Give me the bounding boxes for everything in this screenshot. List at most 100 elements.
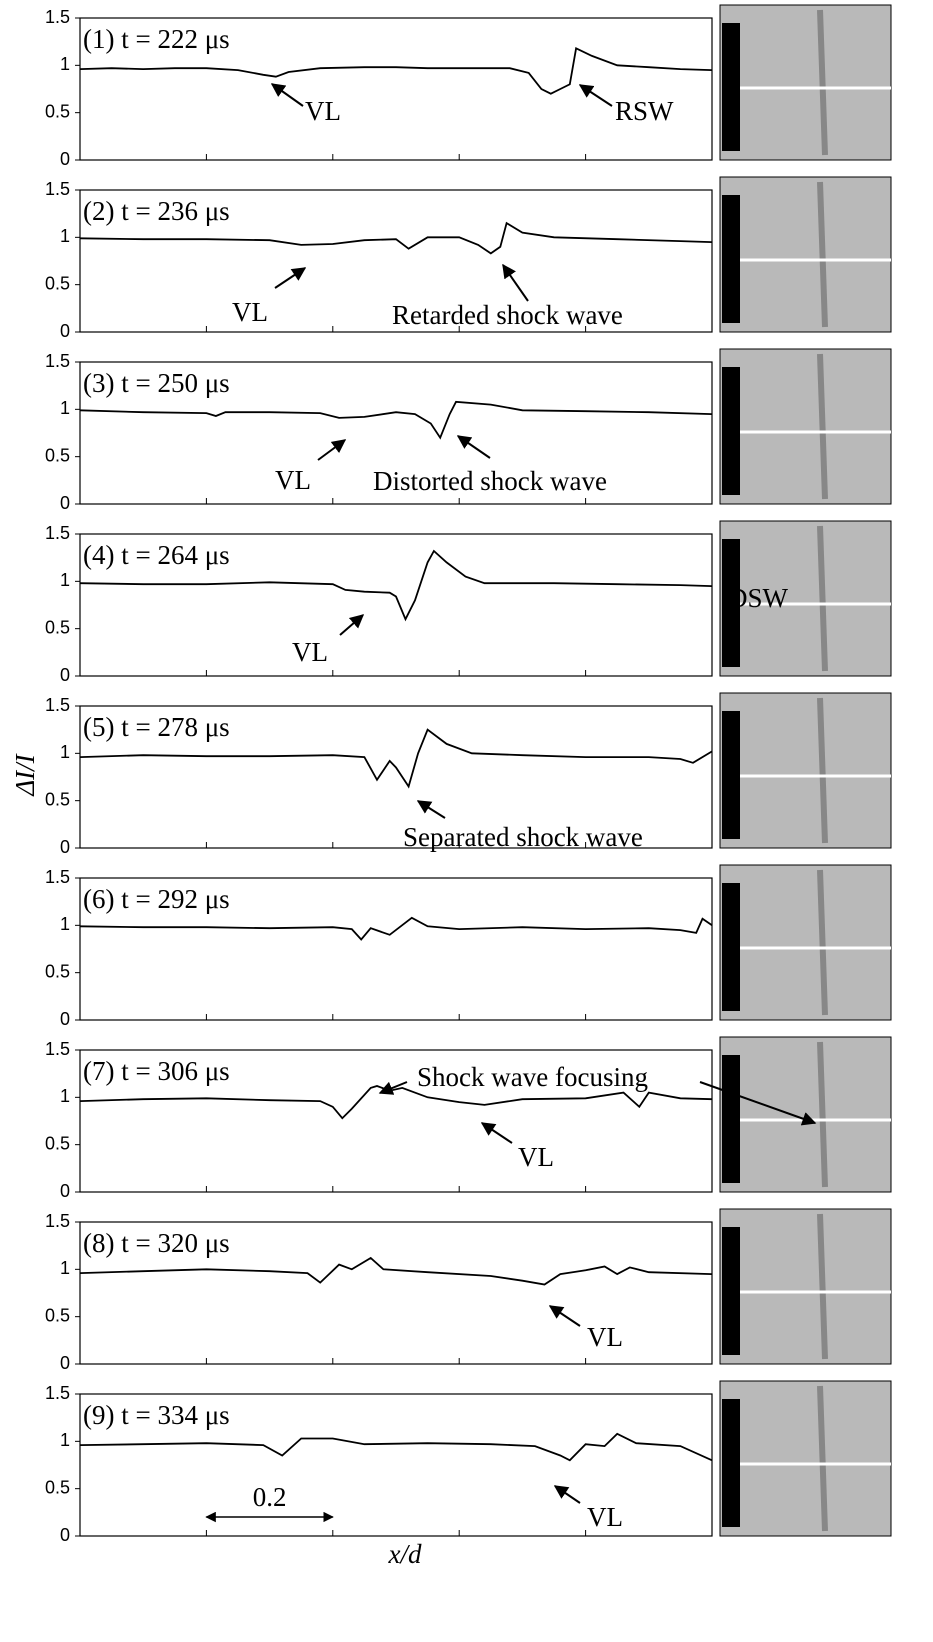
y-tick-label: 0 <box>60 837 70 857</box>
y-tick-label: 0.5 <box>45 445 70 465</box>
image-streak <box>817 869 828 1016</box>
panel: 0 0.5 1 1.5 (2) t = 236 μs VL Retarded shock w… <box>45 176 892 341</box>
panel-title: (6) t = 292 μs <box>83 884 230 914</box>
panel-title: (7) t = 306 μs <box>83 1056 230 1086</box>
data-line <box>79 46 713 95</box>
panel: 0 0.5 1 1.5 (5) t = 278 μs Separated shock wa… <box>45 692 892 857</box>
annotation: VL <box>305 96 341 126</box>
annotation: VL <box>587 1322 623 1352</box>
y-tick-label: 1 <box>60 742 70 762</box>
data-line <box>79 1256 713 1286</box>
schlieren-image <box>719 1380 892 1537</box>
image-streak <box>817 697 828 844</box>
panel-title: (3) t = 250 μs <box>83 368 230 398</box>
y-tick-label: 0.5 <box>45 1477 70 1497</box>
y-tick-label: 0 <box>60 1353 70 1373</box>
image-bar <box>722 23 740 151</box>
schlieren-image <box>719 520 892 677</box>
panel-title: (2) t = 236 μs <box>83 196 230 226</box>
y-tick-label: 1 <box>60 570 70 590</box>
y-tick-label: 0 <box>60 321 70 341</box>
annotation: Retarded shock wave <box>392 300 623 330</box>
image-bar <box>722 539 740 667</box>
schlieren-image <box>719 1208 892 1365</box>
y-tick-label: 0 <box>60 1181 70 1201</box>
y-tick-label: 0.5 <box>45 1305 70 1325</box>
image-bar <box>722 1055 740 1183</box>
annotation-arrow <box>274 267 307 289</box>
data-line <box>79 549 713 622</box>
annotation: VL <box>518 1142 554 1172</box>
y-tick-label: 0.5 <box>45 101 70 121</box>
y-axis-label: ΔI/I <box>10 752 40 796</box>
annotation-arrow <box>317 439 347 461</box>
y-tick-label: 0 <box>60 149 70 169</box>
annotation-arrow <box>502 263 529 302</box>
y-tick-label: 0.5 <box>45 617 70 637</box>
panel: 0 0.5 1 1.5 (3) t = 250 μs VL Distorted shock … <box>45 348 892 513</box>
data-line <box>79 916 713 941</box>
image-bar <box>722 1227 740 1355</box>
plot-frame <box>79 877 713 1021</box>
annotation: VL <box>232 297 268 327</box>
image-bar <box>722 195 740 323</box>
y-tick-label: 1 <box>60 1258 70 1278</box>
schlieren-image <box>719 348 892 505</box>
x-axis-label: x/d <box>388 1539 422 1569</box>
data-line <box>79 1432 713 1462</box>
schlieren-image <box>719 4 892 161</box>
y-tick-label: 0.5 <box>45 961 70 981</box>
y-tick-label: 0 <box>60 665 70 685</box>
image-bar <box>722 367 740 495</box>
panel-title: (1) t = 222 μs <box>83 24 230 54</box>
image-streak <box>817 1213 828 1360</box>
y-tick-label: 1 <box>60 54 70 74</box>
y-tick-label: 1.5 <box>45 523 70 543</box>
annotation: DSW <box>728 583 789 613</box>
annotation-arrow <box>339 614 365 636</box>
y-tick-label: 1.5 <box>45 867 70 887</box>
annotation-arrow <box>699 1081 817 1126</box>
annotation-arrow <box>553 1485 581 1504</box>
plot-frame <box>79 533 713 677</box>
panel: 0 0.5 1 1.5 (1) t = 222 μs VL RSW <box>45 4 892 169</box>
data-line <box>79 728 713 789</box>
y-tick-label: 1 <box>60 226 70 246</box>
panel: 0 0.5 1 1.5 (9) t = 334 μs VL 0.2 <box>45 1380 892 1545</box>
image-bar <box>722 883 740 1011</box>
panel: 0 0.5 1 1.5 (6) t = 292 μs <box>45 864 892 1029</box>
schlieren-image <box>719 864 892 1021</box>
y-tick-label: 1.5 <box>45 1211 70 1231</box>
y-tick-label: 0.5 <box>45 789 70 809</box>
panel-title: (5) t = 278 μs <box>83 712 230 742</box>
annotation: VL <box>275 465 311 495</box>
plot-frame <box>79 189 713 333</box>
y-tick-label: 0 <box>60 493 70 513</box>
annotation-arrow <box>416 800 446 819</box>
y-tick-label: 0 <box>60 1009 70 1029</box>
y-tick-label: 1.5 <box>45 695 70 715</box>
y-tick-label: 0 <box>60 1525 70 1545</box>
data-line <box>79 1085 713 1120</box>
plot-frame <box>79 1393 713 1537</box>
data-line <box>79 221 713 255</box>
image-streak <box>817 1041 828 1188</box>
data-line <box>79 400 713 440</box>
scale-bar-label: 0.2 <box>253 1482 287 1512</box>
panel-title: (9) t = 334 μs <box>83 1400 230 1430</box>
panel: 0 0.5 1 1.5 (7) t = 306 μs Shock wave focusin… <box>45 1036 892 1201</box>
image-streak <box>817 353 828 500</box>
y-tick-label: 1 <box>60 914 70 934</box>
panel: 0 0.5 1 1.5 (8) t = 320 μs VL <box>45 1208 892 1373</box>
panel-title: (4) t = 264 μs <box>83 540 230 570</box>
annotation-arrow <box>456 435 491 459</box>
plot-frame <box>79 1049 713 1193</box>
plot-frame <box>79 705 713 849</box>
annotation-arrow <box>480 1122 513 1144</box>
plot-frame <box>79 17 713 161</box>
y-tick-label: 1.5 <box>45 1039 70 1059</box>
y-tick-label: 0.5 <box>45 273 70 293</box>
image-streak <box>817 9 828 156</box>
plot-frame <box>79 361 713 505</box>
